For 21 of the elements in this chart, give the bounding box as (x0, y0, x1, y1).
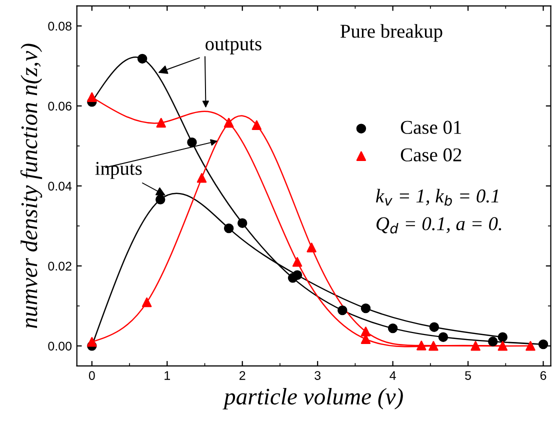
y-tick-label: 0.02 (48, 262, 72, 271)
x-tick-label: 0 (88, 371, 95, 380)
y-tick-label: 0.00 (48, 342, 72, 351)
x-tick-label: 1 (164, 371, 170, 380)
annotation: outputs (206, 39, 262, 54)
y-tick-label: 0.08 (48, 22, 72, 31)
annotation: Pure breakup (340, 24, 442, 42)
y-tick-label: 0.04 (48, 182, 72, 191)
x-axis-title: particle volume (v) (222, 388, 403, 410)
x-tick-label: 3 (314, 371, 321, 380)
legend-label: Case 02 (400, 148, 462, 162)
y-tick-label: 0.06 (48, 102, 72, 111)
x-tick-label: 5 (465, 371, 471, 380)
y-axis-title: numver density function n(z,v) (20, 44, 42, 328)
x-tick-label: 2 (240, 371, 246, 380)
annotation: inputs (95, 162, 142, 179)
annotation: Q$_{d}$ = 0.1, a = 0. (376, 217, 502, 234)
x-tick-label: 6 (540, 371, 546, 380)
annotation: k$_{v}$ = 1, k$_{b}$ = 0.1 (376, 188, 498, 206)
x-tick-label: 4 (390, 371, 396, 380)
legend-label: Case 01 (400, 120, 462, 134)
